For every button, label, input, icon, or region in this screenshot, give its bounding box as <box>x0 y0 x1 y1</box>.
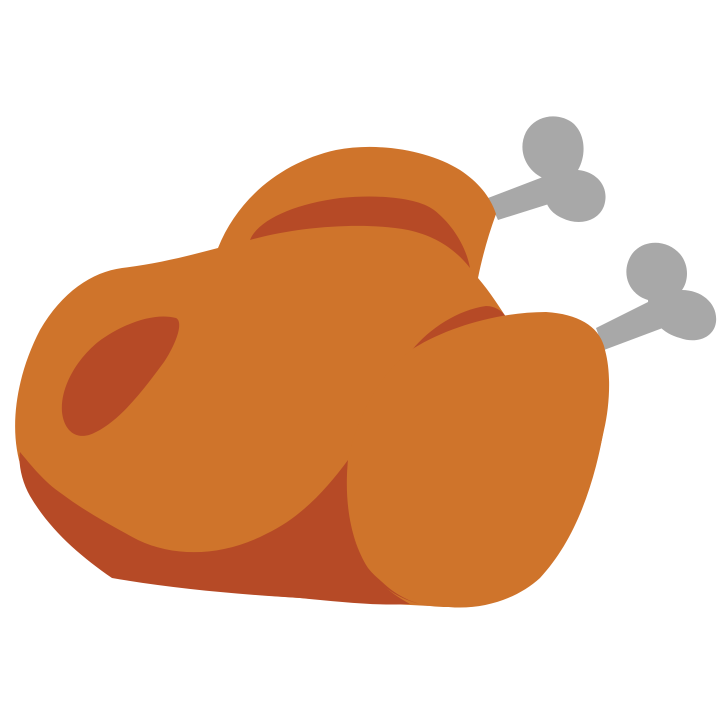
back-drumstick-bone <box>488 116 606 222</box>
back-bone-knob <box>522 116 606 222</box>
front-bone-shaft <box>596 300 668 350</box>
front-bone-knob <box>626 242 717 341</box>
back-groove-shadow <box>250 196 470 268</box>
front-drumstick-bone <box>596 242 717 350</box>
wing-shadow <box>61 316 180 436</box>
front-drumstick-meat <box>346 312 608 608</box>
belly-shadow <box>19 452 411 605</box>
